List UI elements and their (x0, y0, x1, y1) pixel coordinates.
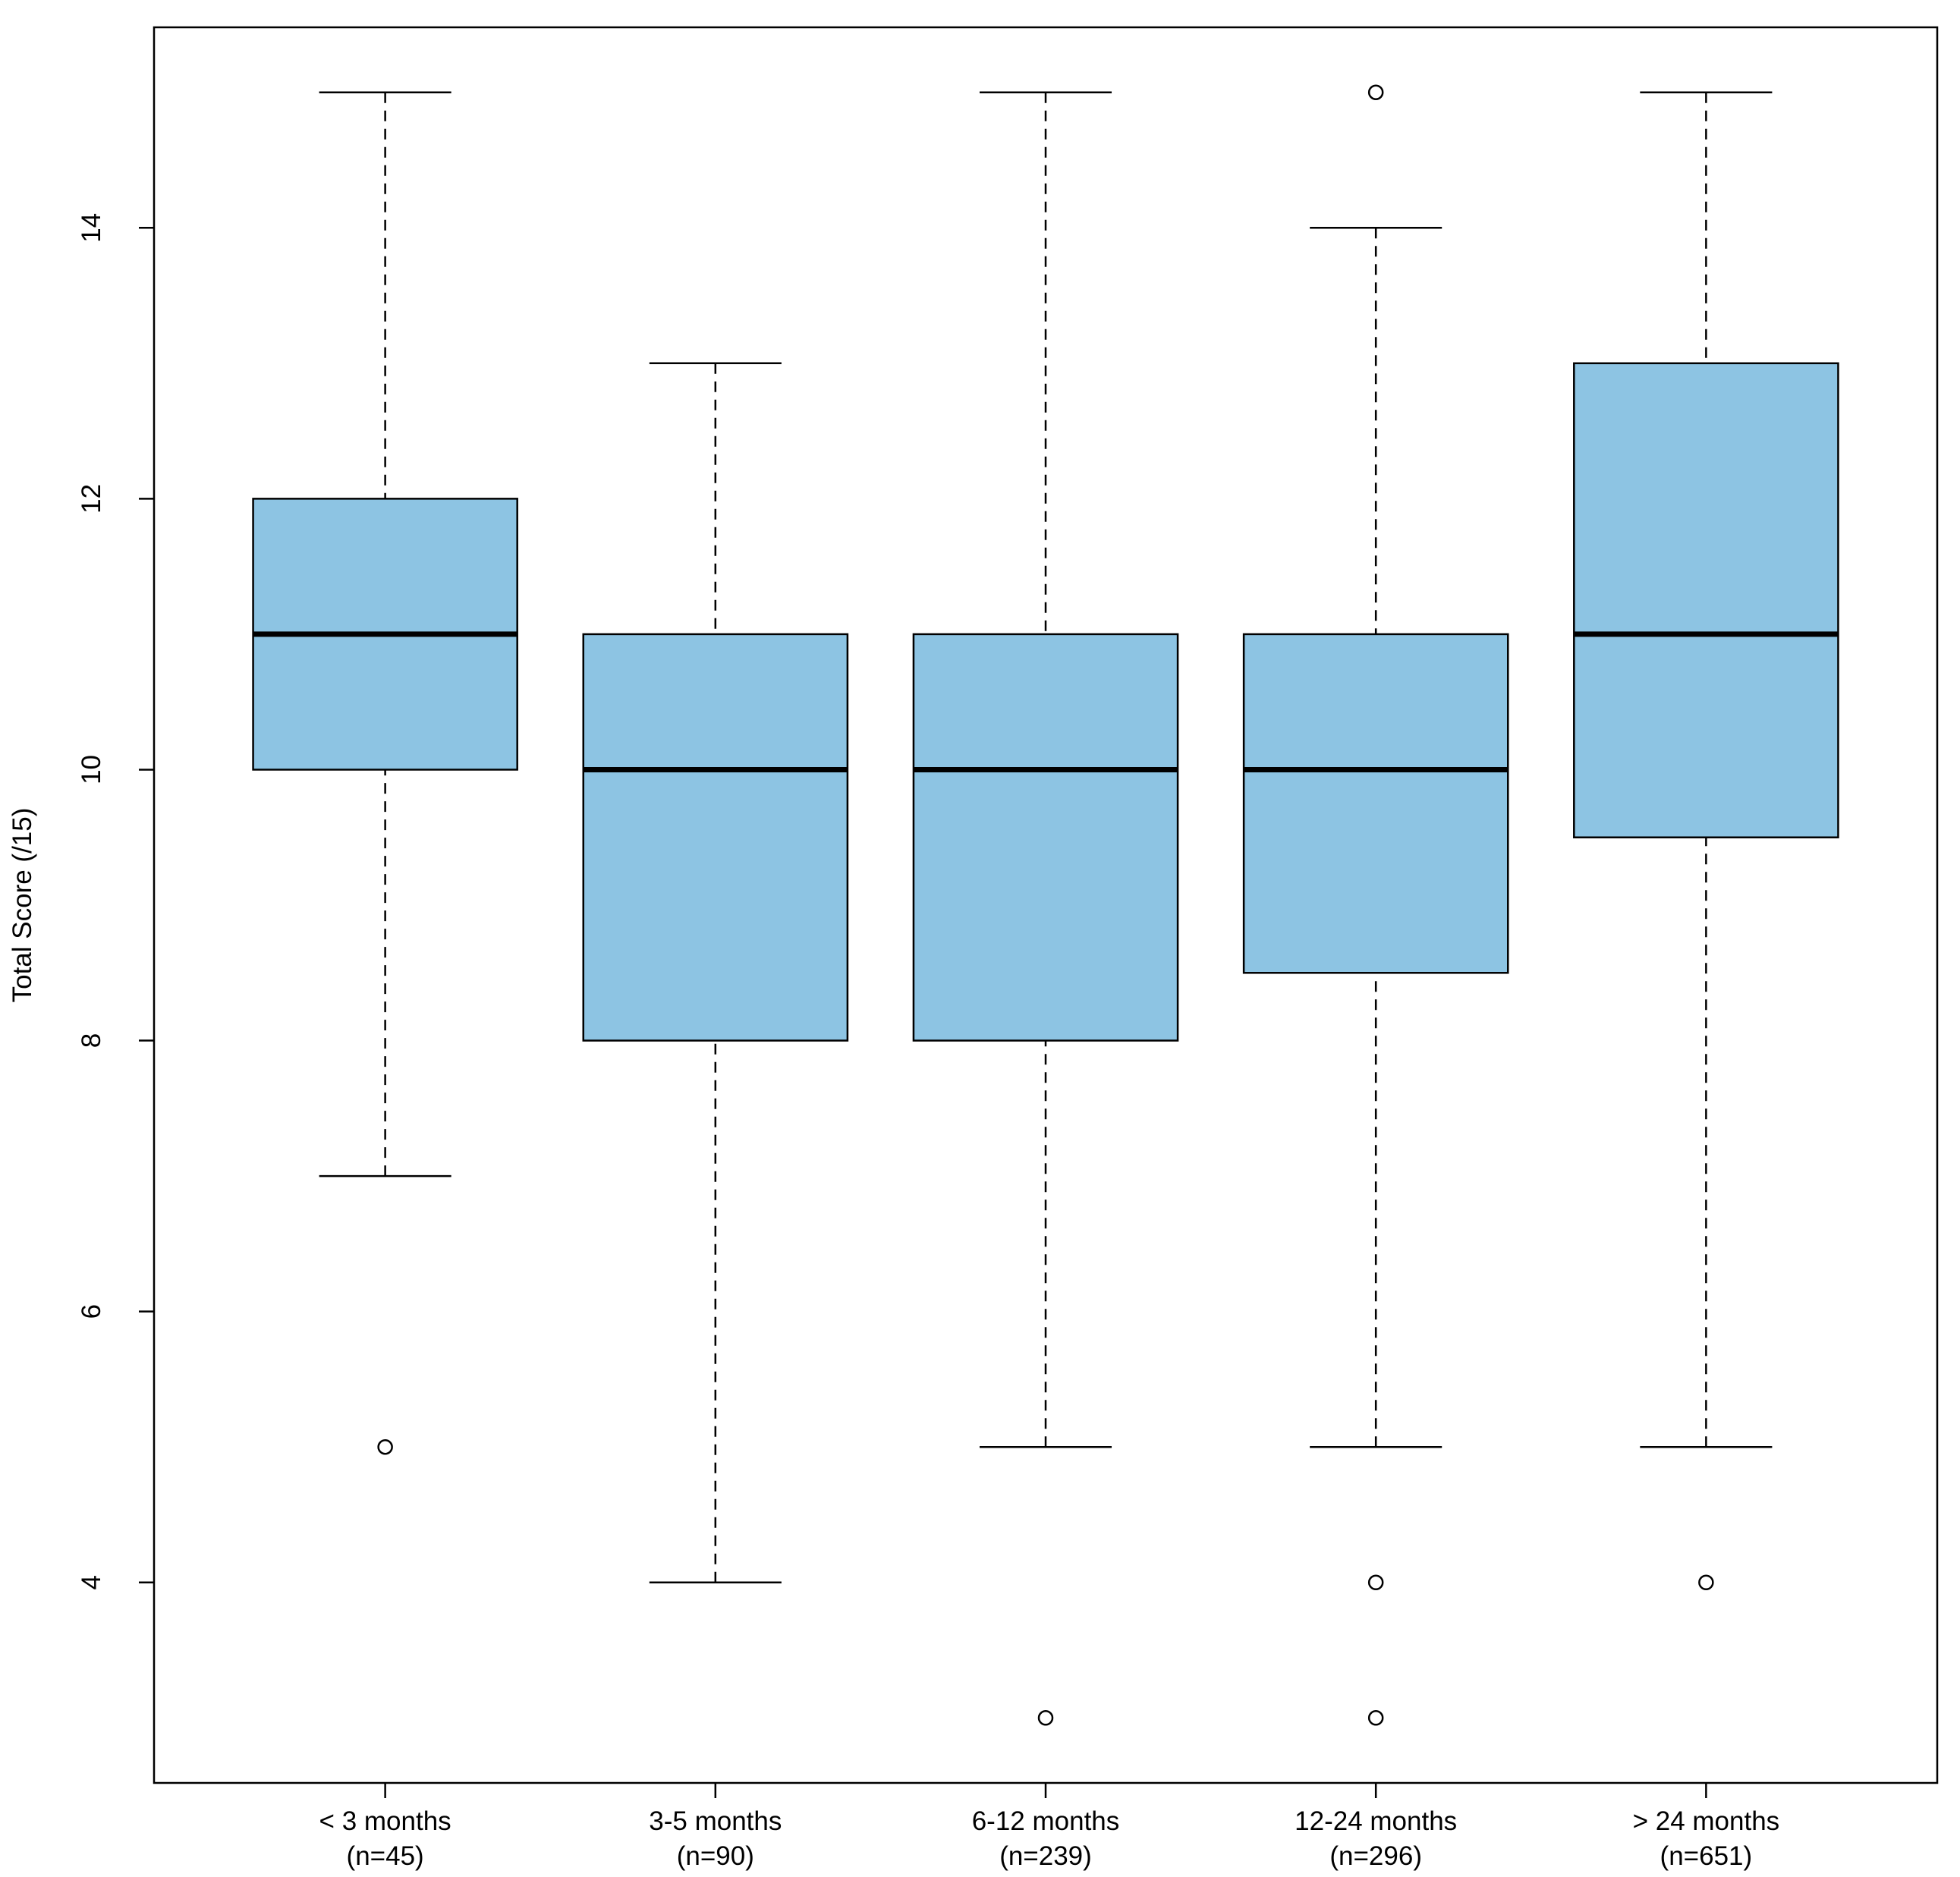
outlier (1698, 1574, 1714, 1590)
y-tick-label: 14 (77, 213, 106, 243)
box (582, 633, 849, 1042)
x-tick-count: (n=90) (677, 1841, 754, 1871)
box (1242, 633, 1509, 974)
outlier (1367, 1574, 1384, 1590)
y-axis-title: Total Score (/15) (8, 808, 37, 1003)
x-tick-count: (n=45) (347, 1841, 424, 1871)
box (912, 633, 1179, 1042)
x-tick-label: 6-12 months (972, 1806, 1120, 1836)
outlier (377, 1438, 393, 1455)
box (1573, 362, 1839, 838)
x-tick-label: > 24 months (1633, 1806, 1780, 1836)
y-tick-label: 8 (77, 1033, 106, 1048)
x-tick-count: (n=651) (1660, 1841, 1753, 1871)
outlier (1367, 84, 1384, 100)
outlier (1037, 1710, 1054, 1726)
x-tick-count: (n=296) (1329, 1841, 1422, 1871)
outlier (1367, 1710, 1384, 1726)
y-tick-label: 4 (77, 1575, 106, 1589)
x-tick-label: < 3 months (319, 1806, 451, 1836)
x-tick-label: 3-5 months (649, 1806, 782, 1836)
x-tick-count: (n=239) (999, 1841, 1092, 1871)
y-tick-label: 10 (77, 755, 106, 784)
y-tick-label: 12 (77, 484, 106, 514)
y-tick-label: 6 (77, 1304, 106, 1319)
x-tick-label: 12-24 months (1295, 1806, 1457, 1836)
